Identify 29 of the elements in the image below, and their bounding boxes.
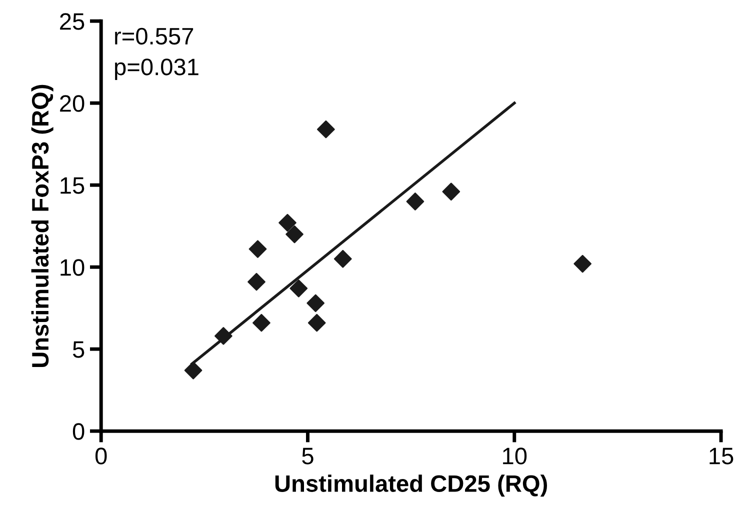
y-axis-title: Unstimulated FoxP3 (RQ) (31, 84, 54, 367)
point (574, 254, 592, 273)
point (306, 294, 325, 312)
x-axis-title: Unstimulated CD25 (RQ) (275, 474, 547, 497)
x-tick-label: 0 (95, 448, 107, 464)
x-tick-label: 5 (302, 448, 314, 464)
x-tick-label: 15 (710, 448, 734, 464)
point (214, 327, 232, 345)
y-tick-label: 15 (60, 177, 84, 194)
point (286, 225, 304, 244)
y-tick-label: 5 (72, 341, 84, 358)
point (442, 182, 460, 201)
annotation: r=0.557 (115, 28, 194, 45)
point (184, 361, 202, 380)
point (317, 120, 335, 138)
point (252, 314, 270, 332)
x-tick-label: 10 (503, 448, 527, 464)
y-tick-label: 20 (60, 95, 84, 112)
point (334, 250, 352, 268)
point (278, 214, 296, 232)
point (248, 240, 267, 258)
point (290, 279, 308, 298)
annotation: p=0.031 (115, 58, 198, 80)
point (248, 272, 266, 291)
y-tick-label: 0 (72, 423, 84, 440)
point (308, 314, 326, 332)
y-tick-label: 25 (60, 13, 84, 30)
point (406, 192, 424, 210)
y-tick-label: 10 (60, 259, 84, 276)
